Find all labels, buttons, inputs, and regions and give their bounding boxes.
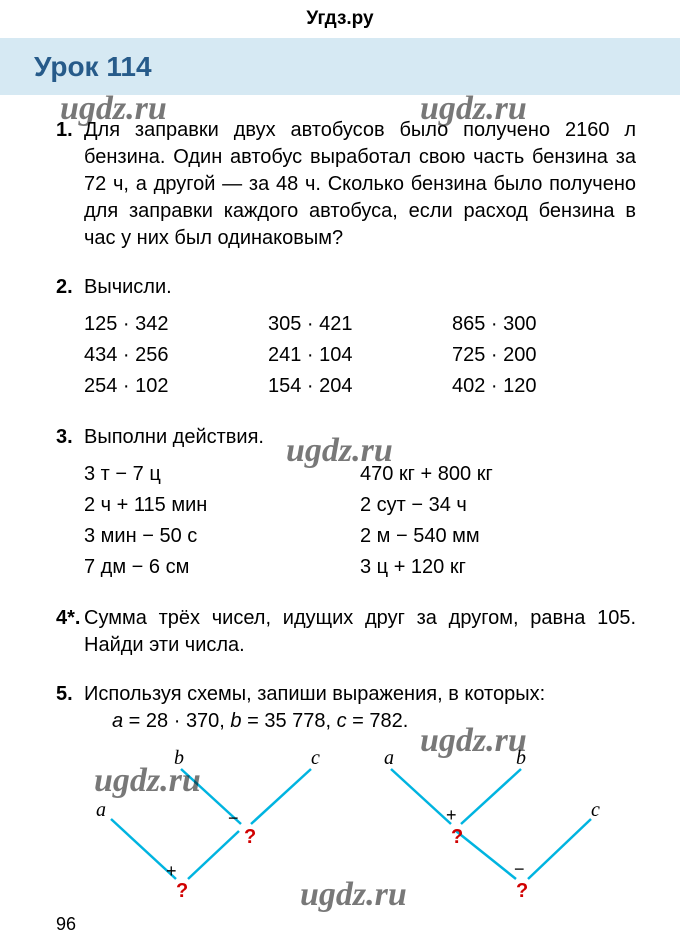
expr: 3 мин − 50 с [84,521,360,552]
expr: 254 · 102 [84,371,268,402]
page-number: 96 [56,912,76,936]
diagram-left: b c a − ? + ? [66,749,336,899]
expr: 3 т − 7 ц [84,459,360,490]
expr: 865 · 300 [452,309,636,340]
problem-5: 5. Используя схемы, запиши выражения, в … [56,681,636,899]
qmark: ? [244,826,256,848]
problem-number: 5. [56,681,84,735]
content: 1. Для заправки двух автобусов было полу… [0,117,680,899]
var-c-eq: = 782. [347,710,409,732]
expr: 434 · 256 [84,340,268,371]
lesson-title: Урок 114 [0,38,680,96]
diagram-right: a b c + ? − ? [356,749,626,899]
op-plus: + [166,861,177,881]
expr: 3 ц + 120 кг [360,552,636,583]
problem-text: Сумма трёх чисел, идущих друг за другом,… [84,605,636,659]
site-header: Угдз.ру [0,0,680,32]
op-minus: − [514,859,525,879]
problem-2: 2. Вычисли. 125 · 342 434 · 256 254 · 10… [56,274,636,402]
qmark: ? [516,880,528,899]
qmark: ? [451,826,463,848]
label-c: c [311,749,320,769]
label-a: a [96,799,106,821]
problem-text: Используя схемы, запиши выражения, в кот… [84,683,545,705]
expr: 2 м − 540 мм [360,521,636,552]
expr: 241 · 104 [268,340,452,371]
calc-grid: 125 · 342 434 · 256 254 · 102 305 · 421 … [84,309,636,402]
expr: 7 дм − 6 см [84,552,360,583]
var-c: c [337,710,347,732]
problem-1: 1. Для заправки двух автобусов было полу… [56,117,636,252]
expr: 725 · 200 [452,340,636,371]
op-plus: + [446,805,457,825]
expr: 2 сут − 34 ч [360,490,636,521]
expr: 305 · 421 [268,309,452,340]
problem-number: 4*. [56,605,84,659]
calc-col: 305 · 421 241 · 104 154 · 204 [268,309,452,402]
expr: 2 ч + 115 мин [84,490,360,521]
label-a: a [384,749,394,769]
label-b: b [516,749,526,769]
problem-number: 2. [56,274,84,301]
expr: 402 · 120 [452,371,636,402]
problem-text: Для заправки двух автобусов было получен… [84,117,636,252]
problem-title: Вычисли. [84,274,636,301]
expr: 470 кг + 800 кг [360,459,636,490]
problem-number: 3. [56,424,84,451]
label-c: c [591,799,600,821]
var-a-eq: = 28 · 370, [123,710,230,732]
qmark: ? [176,880,188,899]
var-b-eq: = 35 778, [242,710,337,732]
calc-grid: 3 т − 7 ц 2 ч + 115 мин 3 мин − 50 с 7 д… [84,459,636,583]
expr: 154 · 204 [268,371,452,402]
calc-col: 125 · 342 434 · 256 254 · 102 [84,309,268,402]
problem-number: 1. [56,117,84,252]
diagrams: b c a − ? + ? a b c + ? − ? [56,749,636,899]
problem-3: 3. Выполни действия. 3 т − 7 ц 2 ч + 115… [56,424,636,583]
expr: 125 · 342 [84,309,268,340]
calc-col: 3 т − 7 ц 2 ч + 115 мин 3 мин − 50 с 7 д… [84,459,360,583]
problem-title: Выполни действия. [84,424,636,451]
label-b: b [174,749,184,769]
var-a: a [112,710,123,732]
variables: a = 28 · 370, b = 35 778, c = 782. [112,710,408,732]
var-b: b [230,710,241,732]
calc-col: 470 кг + 800 кг 2 сут − 34 ч 2 м − 540 м… [360,459,636,583]
calc-col: 865 · 300 725 · 200 402 · 120 [452,309,636,402]
problem-4: 4*. Сумма трёх чисел, идущих друг за дру… [56,605,636,659]
op-minus: − [228,808,239,828]
